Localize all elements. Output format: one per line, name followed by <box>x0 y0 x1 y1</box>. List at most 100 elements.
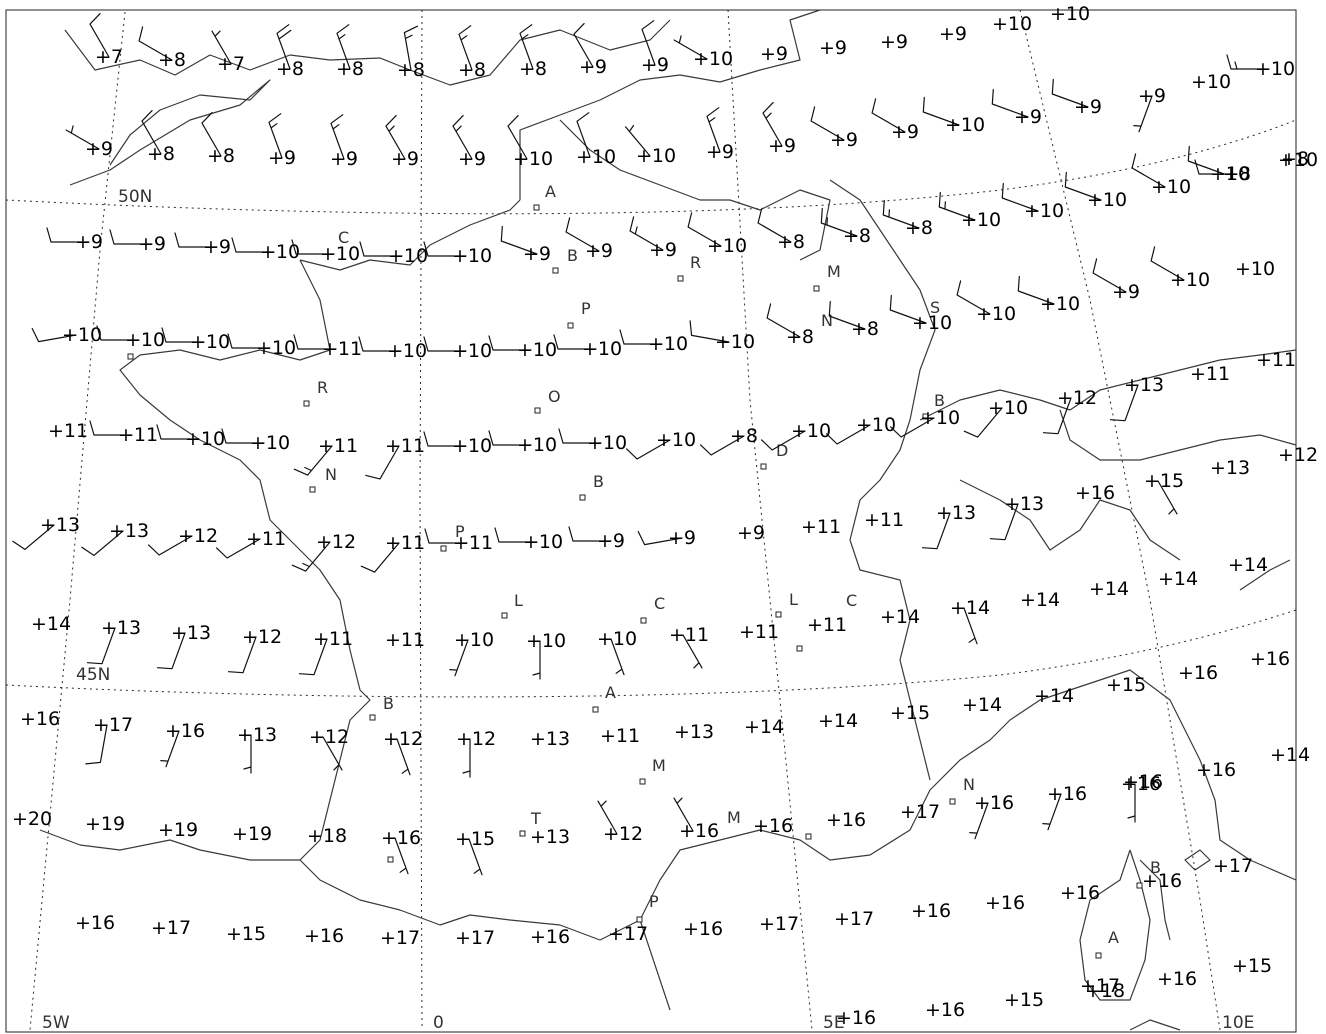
station-observation: +17 <box>151 917 191 939</box>
station-observation: +9 <box>1092 258 1140 303</box>
station-observation: +9 <box>452 115 486 170</box>
station-observation: +16 <box>985 892 1025 914</box>
temperature-label: +8 <box>147 143 175 165</box>
temperature-label: +13 <box>109 520 149 542</box>
wind-barb <box>1157 480 1178 515</box>
temperature-label: +10 <box>791 420 831 442</box>
station-observation: +12 <box>383 728 423 776</box>
temperature-label: +10 <box>256 337 296 359</box>
city-label: A <box>1108 928 1119 947</box>
station-observation: +8 <box>138 26 186 71</box>
station-observation: +11 <box>600 725 640 747</box>
temperature-label: +17 <box>455 927 495 949</box>
station-observation: +12 <box>1042 387 1097 435</box>
temperature-label: +8 <box>397 59 425 81</box>
station-observation: +16 <box>304 925 344 947</box>
wind-barb <box>403 25 419 71</box>
wind-barb <box>46 227 90 243</box>
wind-barb <box>156 424 200 440</box>
temperature-label: +10 <box>992 13 1032 35</box>
lon-label-10e: 10E <box>1222 1013 1254 1033</box>
city-label: O <box>548 387 561 406</box>
wind-barb <box>156 632 186 670</box>
station-observation: +9 <box>629 216 677 261</box>
station-observation: +10 <box>449 629 494 677</box>
station-observation: +17 <box>608 923 648 945</box>
station-observation: +14 <box>1034 685 1074 707</box>
station-observation: +17 <box>1213 855 1253 877</box>
wind-barb <box>89 13 110 58</box>
temperature-label: +9 <box>1014 106 1042 128</box>
station-observation: +9 <box>706 107 734 163</box>
temperature-label: +16 <box>1157 968 1197 990</box>
station-observation: +10 <box>1191 71 1231 93</box>
temperature-label: +16 <box>826 809 866 831</box>
temperature-label: +11 <box>669 624 709 646</box>
city-label: P <box>455 522 465 541</box>
temperature-label: +13 <box>237 724 277 746</box>
station-observation: +9 <box>762 102 796 157</box>
graticule <box>5 9 1297 1031</box>
temperature-label: +14 <box>818 710 858 732</box>
temperature-label: +15 <box>226 923 266 945</box>
temperature-label: +10 <box>856 414 896 436</box>
station-observation: +16 <box>530 926 570 948</box>
temperature-label: +16 <box>530 926 570 948</box>
wind-barb <box>358 336 402 352</box>
station-observation: +9 <box>109 229 166 255</box>
station-observation: +13 <box>81 520 149 556</box>
temperature-label: +11 <box>385 629 425 651</box>
station-observation: +7 <box>211 30 245 75</box>
station-observation: +16 <box>1157 968 1197 990</box>
wind-barb <box>488 430 532 446</box>
temperature-label: +17 <box>1213 855 1253 877</box>
station-observation: +8 <box>336 24 364 80</box>
station-observation: +10 <box>761 420 831 451</box>
station-observation: +10 <box>963 397 1028 438</box>
station-observation: +16 <box>1123 771 1163 793</box>
temperature-label: +10 <box>1191 71 1231 93</box>
map-frame <box>5 9 1297 1033</box>
station-observation: +12 <box>597 800 643 845</box>
temperature-label: +10 <box>190 331 230 353</box>
temperature-label: +10 <box>988 397 1028 419</box>
wind-barb <box>227 333 271 349</box>
station-observation: +9 <box>637 527 696 549</box>
station-observation: +11 <box>48 420 88 442</box>
station-observation: +9 <box>46 227 103 253</box>
wind-barb <box>291 541 331 572</box>
wind-barb <box>138 26 173 61</box>
temperature-label: +15 <box>890 702 930 724</box>
wind-barb <box>174 232 218 248</box>
wind-barb <box>1001 182 1039 212</box>
station-observation: +10 <box>1064 171 1127 211</box>
lon-label-0: 0 <box>433 1013 444 1033</box>
lat-label-50n: 50N <box>118 187 152 207</box>
wind-barb <box>1042 793 1062 831</box>
temperature-label: +10 <box>1040 293 1080 315</box>
station-observation: +10 <box>31 324 102 346</box>
wind-barb <box>757 208 792 243</box>
station-observation: +10 <box>619 329 688 355</box>
wind-barb <box>826 424 871 445</box>
temperature-label: +10 <box>1024 200 1064 222</box>
temperature-label: +10 <box>62 324 102 346</box>
temperature-label: +9 <box>138 233 166 255</box>
wind-barb <box>298 638 328 676</box>
wind-barb <box>31 327 77 343</box>
temperature-label: +10 <box>260 241 300 263</box>
temperature-label: +8 <box>158 49 186 71</box>
temperature-label: +11 <box>313 628 353 650</box>
temperature-label: +8 <box>730 425 758 447</box>
station-observation: +10 <box>488 335 557 361</box>
station-observation: +14 <box>1089 578 1129 600</box>
temperature-label: +8 <box>519 58 547 80</box>
city-label: C <box>654 594 665 613</box>
station-observation: +15 <box>226 923 266 945</box>
temperature-label: +10 <box>452 245 492 267</box>
temperature-label: +13 <box>674 721 714 743</box>
temperature-label: +8 <box>458 59 486 81</box>
temperature-label: +11 <box>385 532 425 554</box>
wind-barb <box>629 216 664 251</box>
